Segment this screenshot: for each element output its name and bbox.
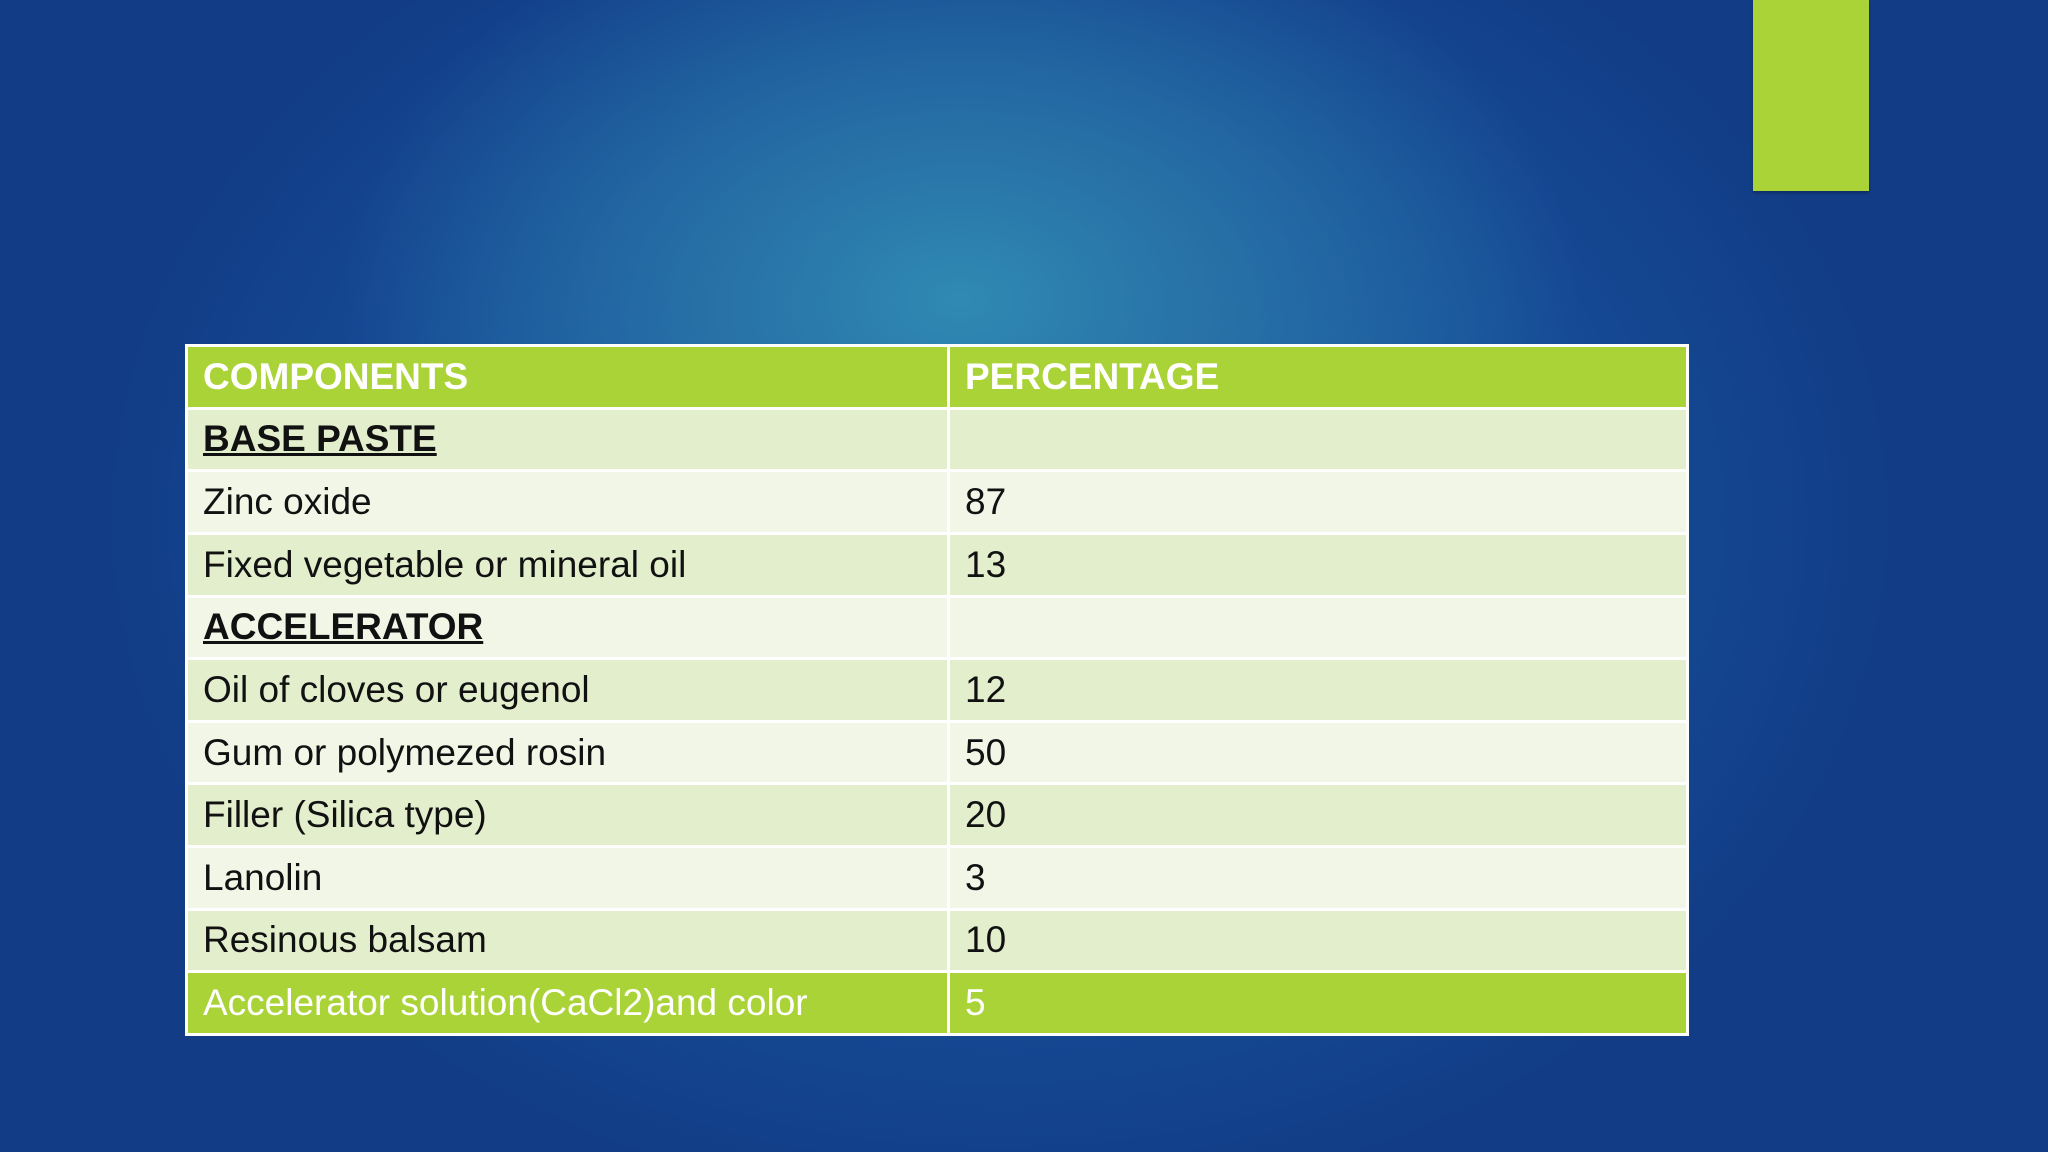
percentage-cell — [950, 409, 1686, 470]
percentage-cell — [950, 597, 1686, 658]
percentage-cell: 20 — [950, 785, 1686, 845]
table-footer-row: Accelerator solution(CaCl2)and color 5 — [188, 973, 1686, 1033]
component-cell: Gum or polymezed rosin — [188, 722, 947, 783]
table-header-row: COMPONENTS PERCENTAGE — [188, 347, 1686, 407]
section-label-accelerator: ACCELERATOR — [188, 597, 947, 658]
percentage-cell: 12 — [950, 660, 1686, 720]
percentage-cell: 3 — [950, 848, 1686, 908]
components-table: COMPONENTS PERCENTAGE BASE PASTE Zinc ox… — [185, 344, 1689, 1036]
component-cell: Fixed vegetable or mineral oil — [188, 534, 947, 595]
component-cell: Zinc oxide — [188, 472, 947, 532]
table-row: ACCELERATOR — [188, 597, 1686, 658]
percentage-cell: 5 — [950, 973, 1686, 1033]
table-row: Lanolin 3 — [188, 848, 1686, 908]
component-cell: Resinous balsam — [188, 910, 947, 971]
percentage-cell: 10 — [950, 910, 1686, 971]
component-cell: Filler (Silica type) — [188, 785, 947, 845]
percentage-cell: 13 — [950, 534, 1686, 595]
percentage-cell: 87 — [950, 472, 1686, 532]
table-row: Filler (Silica type) 20 — [188, 785, 1686, 845]
header-percentage: PERCENTAGE — [950, 347, 1686, 407]
percentage-cell: 50 — [950, 722, 1686, 783]
component-cell: Lanolin — [188, 848, 947, 908]
table-row: BASE PASTE — [188, 409, 1686, 470]
table-row: Oil of cloves or eugenol 12 — [188, 660, 1686, 720]
header-components: COMPONENTS — [188, 347, 947, 407]
accent-bar — [1753, 0, 1869, 191]
table-row: Resinous balsam 10 — [188, 910, 1686, 971]
table-row: Gum or polymezed rosin 50 — [188, 722, 1686, 783]
component-cell: Accelerator solution(CaCl2)and color — [188, 973, 947, 1033]
table-row: Fixed vegetable or mineral oil 13 — [188, 534, 1686, 595]
table-row: Zinc oxide 87 — [188, 472, 1686, 532]
section-label-base-paste: BASE PASTE — [188, 409, 947, 470]
component-cell: Oil of cloves or eugenol — [188, 660, 947, 720]
